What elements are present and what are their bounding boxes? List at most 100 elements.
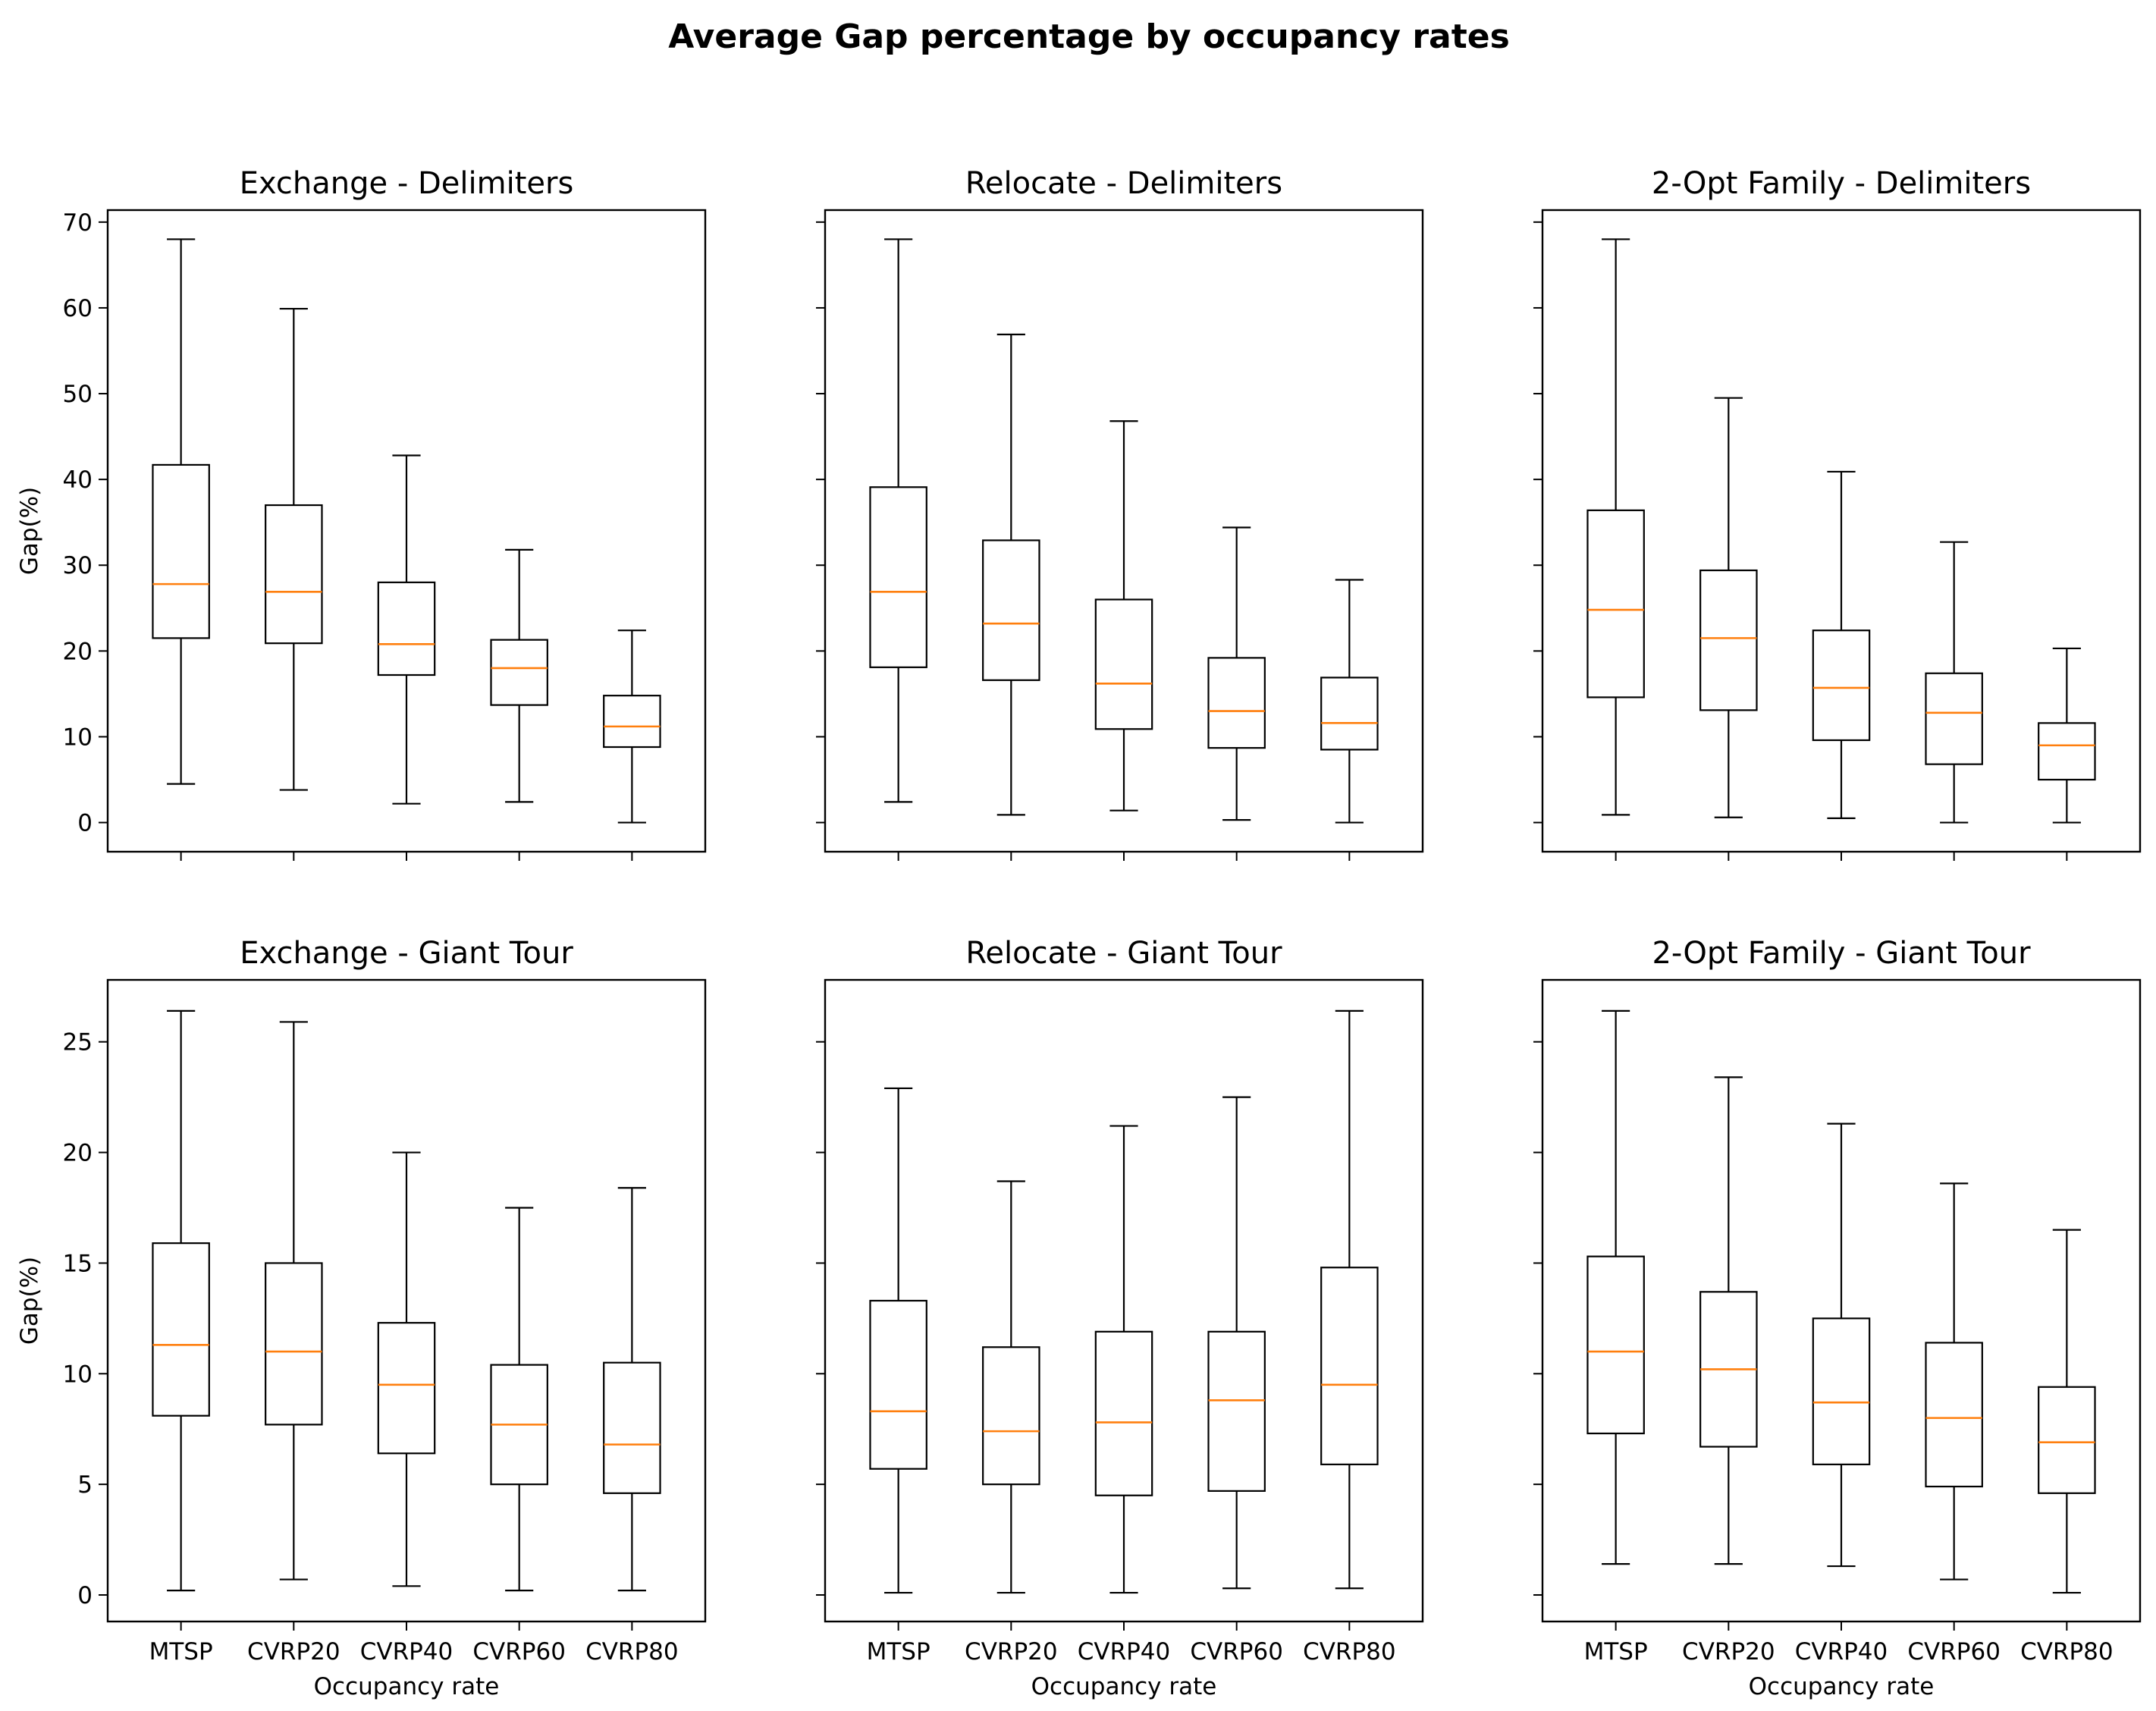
subplot-5: Relocate - Giant Tour MTSP CVRP20 CVRP40 CVR… [816, 936, 1424, 1700]
y-tick-label: 25 [63, 1029, 93, 1056]
subplot-title: 2-Opt Family - Delimiters [1652, 166, 2031, 201]
x-tick-label: CVRP20 [247, 1638, 341, 1665]
iqr-box [1207, 1330, 1266, 1492]
axes-frame [824, 209, 1424, 853]
x-tick-label: MTSP [149, 1638, 213, 1665]
y-tick-label: 5 [77, 1471, 93, 1499]
box-CVRP60 [1925, 1182, 1983, 1581]
box-MTSP [1586, 1009, 1645, 1565]
x-axis-label: Occupancy rate [1031, 1673, 1217, 1700]
y-tick-label: 70 [63, 209, 93, 237]
subplot-6: 2-Opt Family - Giant Tour MTSP CVRP20 CVRP4… [1533, 936, 2142, 1700]
box-CVRP20 [982, 1180, 1040, 1594]
box-CVRP20 [1699, 397, 1758, 818]
iqr-box [2038, 1386, 2096, 1494]
y-tick-label: 0 [77, 1582, 93, 1609]
x-tick-label: CVRP40 [1795, 1638, 1888, 1665]
y-tick-label: 10 [63, 1361, 93, 1388]
box-MTSP [1586, 238, 1645, 816]
x-tick-label: CVRP20 [1682, 1638, 1775, 1665]
box-CVRP60 [1925, 541, 1983, 824]
iqr-box [1925, 1342, 1983, 1488]
x-tick-label: CVRP80 [585, 1638, 679, 1665]
box-CVRP20 [265, 1021, 323, 1581]
box-CVRP60 [1207, 526, 1266, 821]
y-tick-label: 60 [63, 295, 93, 322]
iqr-box [1320, 1267, 1379, 1465]
box-CVRP40 [1094, 420, 1153, 812]
y-tick-label: 20 [63, 1140, 93, 1167]
y-tick-label: 50 [63, 381, 93, 408]
x-tick-label: CVRP80 [2020, 1638, 2114, 1665]
box-CVRP80 [2038, 1229, 2096, 1594]
iqr-box [152, 463, 210, 639]
subplot-3: 2-Opt Family - Delimiters [1533, 166, 2142, 861]
y-axis-label: Gap(%) [16, 1257, 43, 1345]
axes-frame [1541, 978, 2142, 1623]
box-MTSP [869, 238, 927, 803]
box-MTSP [152, 238, 210, 785]
iqr-box [377, 1322, 436, 1455]
box-CVRP20 [265, 307, 323, 791]
iqr-box [1812, 1317, 1871, 1465]
box-MTSP [152, 1009, 210, 1592]
x-tick-label: CVRP20 [965, 1638, 1058, 1665]
axes-frame [106, 209, 707, 853]
axes-frame [824, 978, 1424, 1623]
x-tick-label: MTSP [1584, 1638, 1648, 1665]
box-CVRP20 [982, 333, 1040, 816]
x-axis-label: Occupancy rate [314, 1673, 500, 1700]
iqr-box [869, 1299, 927, 1470]
iqr-box [1586, 509, 1645, 699]
iqr-box [603, 1361, 661, 1494]
iqr-box [603, 695, 661, 749]
iqr-box [1925, 672, 1983, 765]
iqr-box [1812, 629, 1871, 742]
box-CVRP60 [490, 548, 548, 803]
y-tick-label: 15 [63, 1250, 93, 1277]
iqr-box [490, 639, 548, 706]
subplot-4: Exchange - Giant Tour 0 5 10 15 20 25 MTSP CVRP2… [16, 936, 707, 1700]
subplot-title: Exchange - Delimiters [240, 166, 574, 201]
box-CVRP80 [603, 1187, 661, 1592]
box-CVRP80 [1320, 1009, 1379, 1590]
axes-frame [106, 978, 707, 1623]
box-CVRP60 [490, 1207, 548, 1592]
x-tick-label: CVRP80 [1303, 1638, 1396, 1665]
box-CVRP80 [603, 629, 661, 824]
iqr-box [1207, 657, 1266, 749]
iqr-box [869, 486, 927, 668]
x-axis-label: Occupancy rate [1749, 1673, 1935, 1700]
iqr-box [1586, 1255, 1645, 1435]
x-tick-label: CVRP60 [472, 1638, 566, 1665]
iqr-box [377, 581, 436, 677]
y-tick-label: 10 [63, 724, 93, 751]
iqr-box [1320, 677, 1379, 751]
figure-title: Average Gap percentage by occupancy rate… [668, 17, 1510, 56]
iqr-box [152, 1242, 210, 1417]
subplot-title: Relocate - Giant Tour [965, 936, 1282, 971]
box-CVRP40 [1812, 470, 1871, 819]
subplot-1: Exchange - Delimiters 0 10 20 30 40 50 60 70 Gap(… [16, 166, 707, 861]
box-CVRP40 [377, 1151, 436, 1587]
box-CVRP80 [1320, 579, 1379, 824]
iqr-box [1094, 1330, 1153, 1496]
x-tick-label: CVRP60 [1907, 1638, 2001, 1665]
x-tick-label: CVRP40 [1078, 1638, 1171, 1665]
x-tick-label: CVRP60 [1190, 1638, 1283, 1665]
axes-frame [1541, 209, 2142, 853]
subplot-title: Relocate - Delimiters [965, 166, 1282, 201]
iqr-box [982, 1346, 1040, 1486]
y-tick-label: 0 [77, 810, 93, 837]
subplot-title: 2-Opt Family - Giant Tour [1652, 936, 2031, 971]
iqr-box [2038, 722, 2096, 781]
y-tick-label: 40 [63, 466, 93, 494]
box-CVRP20 [1699, 1076, 1758, 1565]
iqr-box [1094, 598, 1153, 730]
box-CVRP40 [1812, 1122, 1871, 1568]
subplot-grid: Exchange - Delimiters010203040506070Gap(… [16, 166, 2142, 1700]
subplot-2: Relocate - Delimiters [816, 166, 1424, 861]
iqr-box [982, 539, 1040, 681]
